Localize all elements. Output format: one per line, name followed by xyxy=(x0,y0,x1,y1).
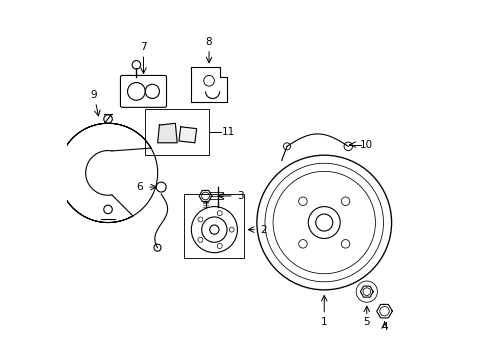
Text: 1: 1 xyxy=(320,317,327,327)
Circle shape xyxy=(198,237,203,242)
Text: 3: 3 xyxy=(237,191,244,201)
Text: 11: 11 xyxy=(222,127,235,137)
Text: 9: 9 xyxy=(90,90,97,100)
Circle shape xyxy=(217,211,222,216)
Circle shape xyxy=(217,244,222,248)
Polygon shape xyxy=(179,127,196,143)
Text: 7: 7 xyxy=(140,42,146,52)
Text: 6: 6 xyxy=(136,182,143,192)
Text: 8: 8 xyxy=(205,37,212,47)
Text: 4: 4 xyxy=(381,322,387,332)
Text: 10: 10 xyxy=(360,140,372,149)
Text: 2: 2 xyxy=(260,225,267,235)
Circle shape xyxy=(198,217,203,222)
Polygon shape xyxy=(157,123,177,143)
Text: 5: 5 xyxy=(363,317,369,327)
Circle shape xyxy=(229,227,234,232)
